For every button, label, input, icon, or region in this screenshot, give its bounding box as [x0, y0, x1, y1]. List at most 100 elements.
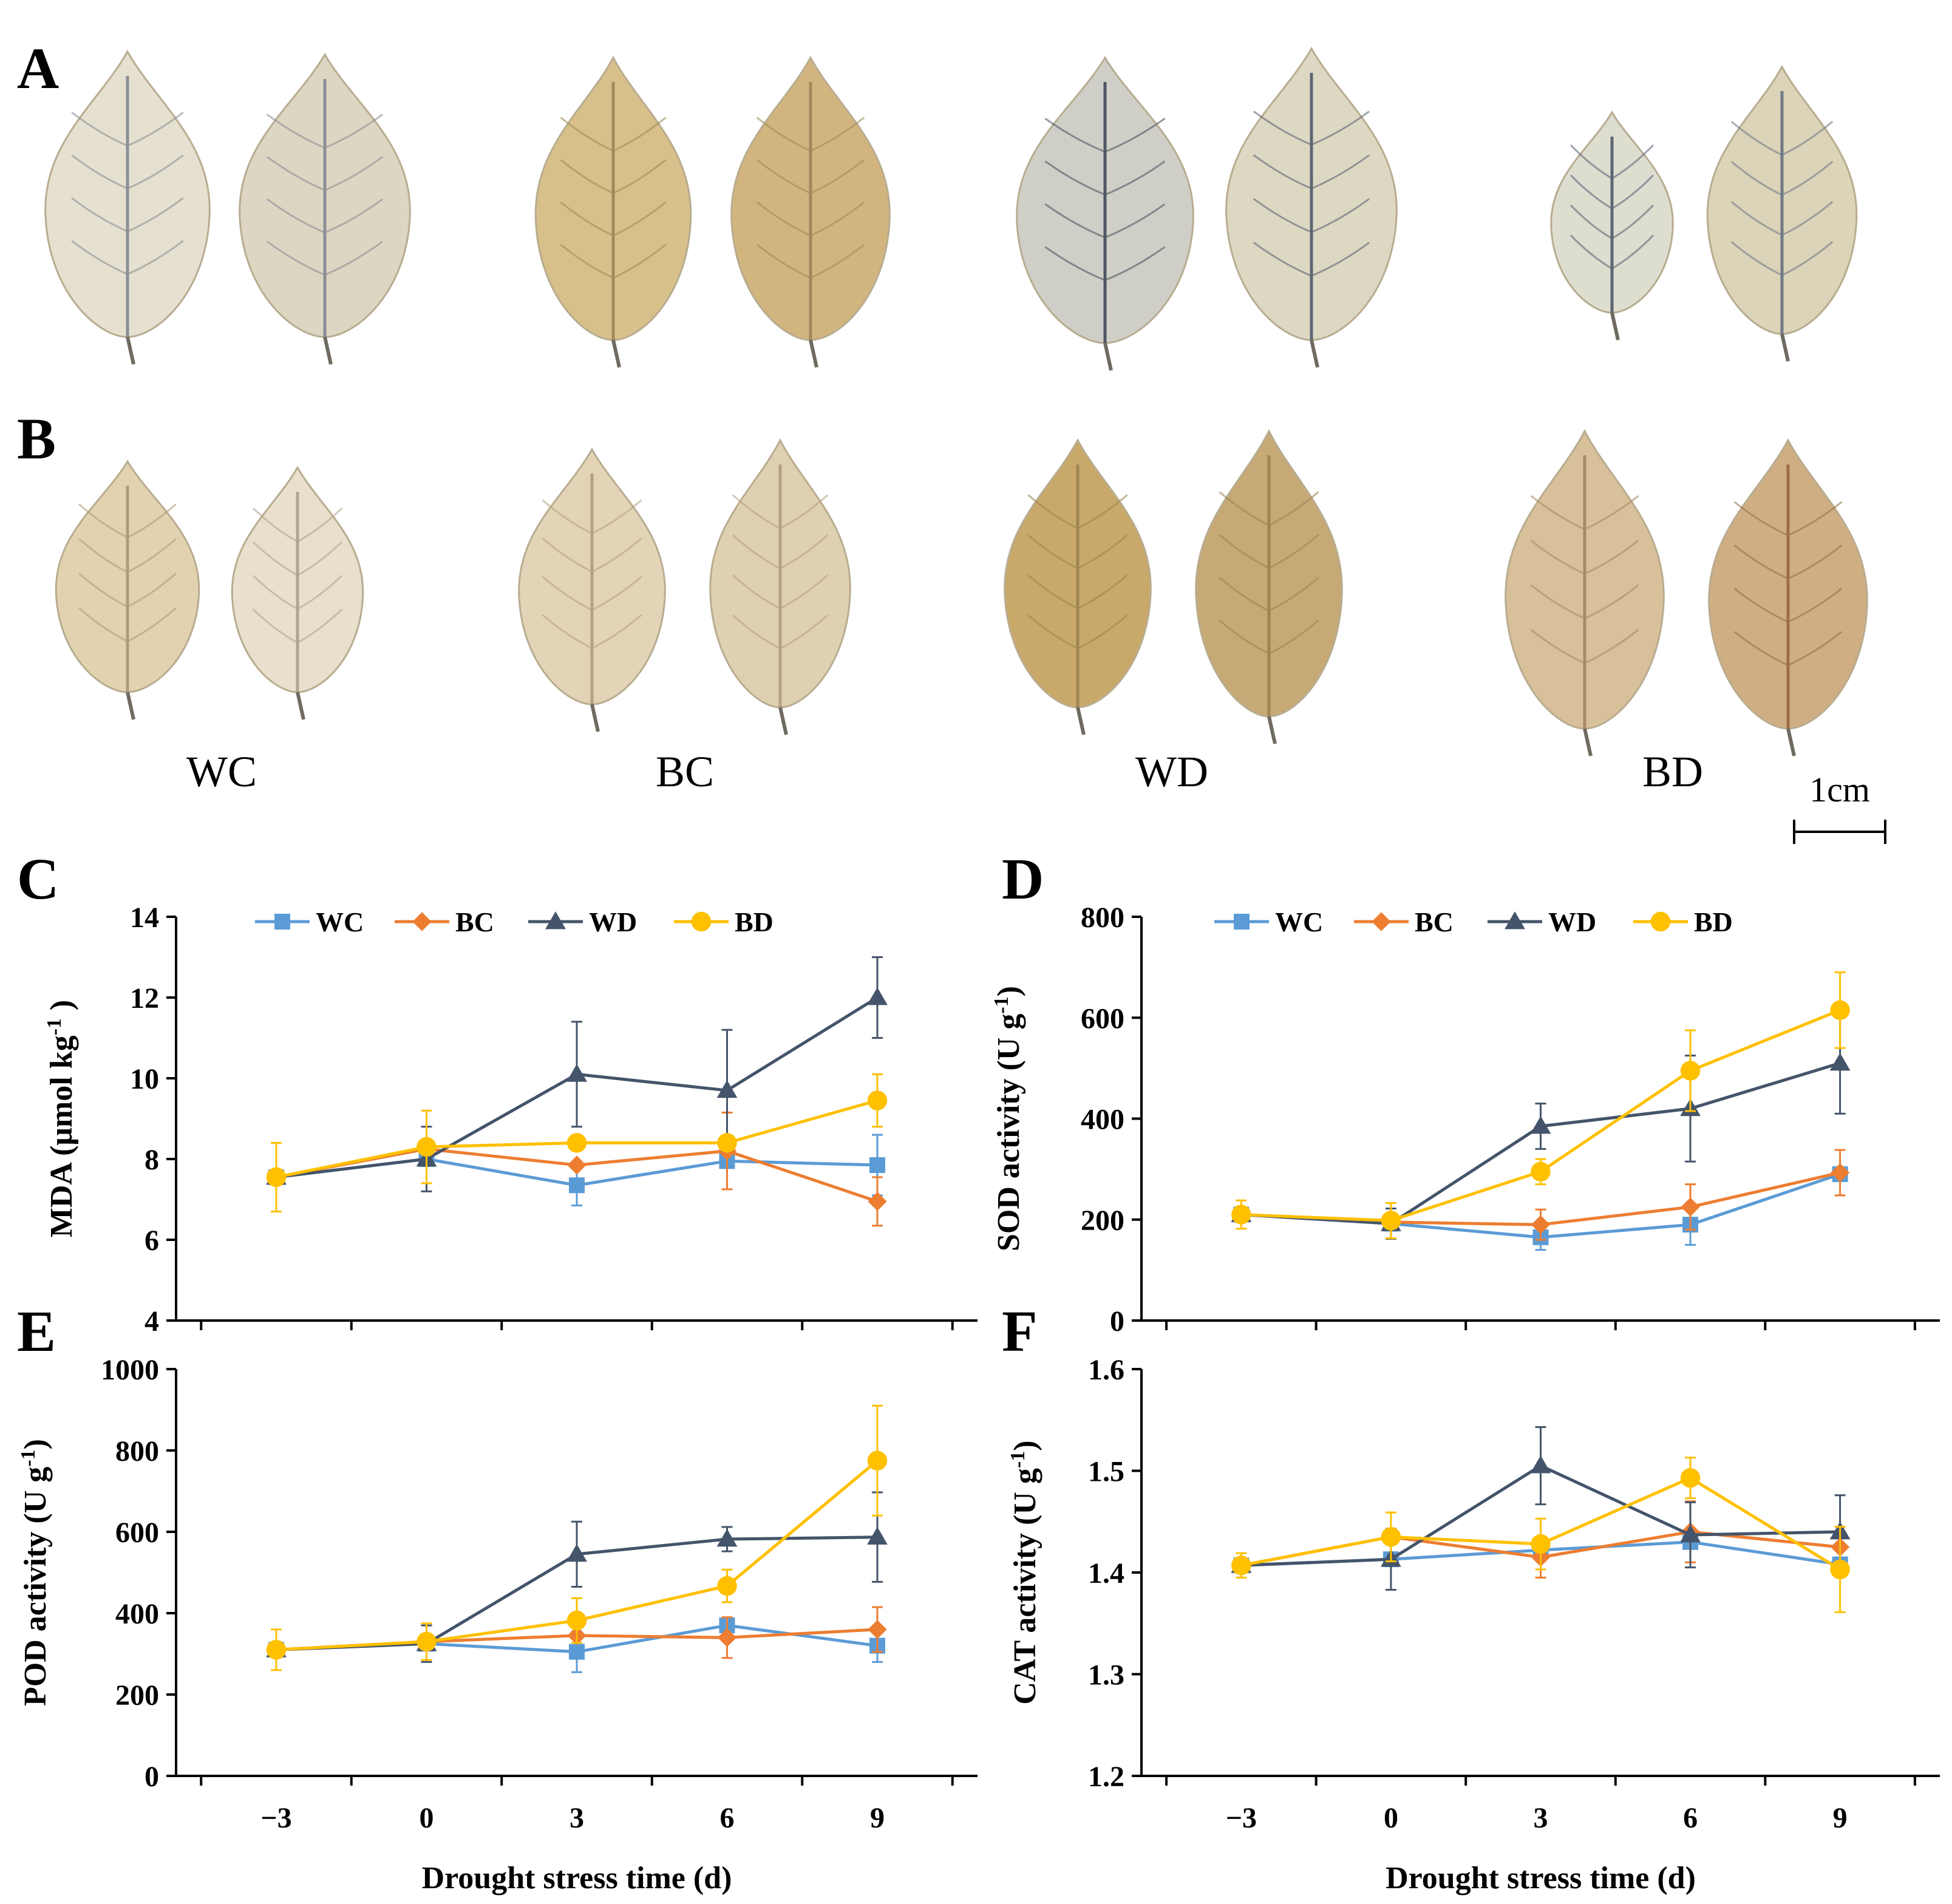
- chart-d-legend-label-wc: WC: [1275, 906, 1323, 937]
- leaf-b-wd-2: [1195, 429, 1343, 744]
- leaf-b-wd-1-vein-right-3: [1077, 574, 1128, 610]
- leaf-a-wd-1-vein-right-4: [1104, 246, 1166, 281]
- chart-f-series-bd: [1231, 1457, 1850, 1613]
- leaf-b-bc-1-vein-left-1: [542, 499, 593, 534]
- chart-c-legend-item-wd: WD: [528, 906, 637, 937]
- chart-c-point-wc-4: [869, 1157, 885, 1173]
- chart-f-y-tick-label-3: 1.5: [1088, 1456, 1124, 1488]
- panel-letter-b: B: [17, 406, 56, 471]
- leaf-a-bc-1-vein-left-2: [560, 159, 614, 194]
- chart-d-y-axis-title: SOD activity (U g-1): [990, 986, 1027, 1251]
- scale-bar: 1cm: [1793, 770, 1886, 844]
- leaf-b-wd-1-vein-left-2: [1027, 534, 1078, 570]
- chart-f-y-tick-label-2: 1.4: [1088, 1557, 1124, 1589]
- leaf-a-wc-2-vein-right-2: [324, 155, 384, 191]
- chart-cat: 1.2 1.3 1.4 1.5 1.6 −3 0 3 6 9 Drought stress time…: [1007, 1354, 1940, 1895]
- chart-e-x-tick-label-0: −3: [260, 1802, 291, 1834]
- chart-e-point-bd-4: [867, 1450, 888, 1470]
- leaf-b-wc-1-petiole: [126, 692, 135, 720]
- chart-f-point-bd-3: [1680, 1467, 1701, 1488]
- leaf-a-bc-2-petiole: [809, 339, 818, 368]
- leaf-a-wc-2-vein-right-3: [324, 198, 384, 234]
- leaf-b-wc-1-vein-right-4: [127, 607, 177, 642]
- leaf-b-bc-1-vein-left-2: [542, 537, 593, 573]
- chart-d-y-tick-label-0: 0: [1110, 1305, 1124, 1338]
- chart-c-legend-marker-bc: [412, 912, 432, 931]
- chart-c-legend-item-bc: BC: [395, 906, 494, 937]
- leaf-b-wd-1-petiole: [1076, 707, 1086, 735]
- chart-e-y-tick-label-0: 0: [145, 1761, 159, 1793]
- leaf-b-bd-1-vein-right-2: [1584, 540, 1639, 575]
- chart-e-point-wc-2: [569, 1644, 585, 1660]
- chart-d-point-bd-2: [1531, 1161, 1551, 1182]
- leaf-a-bd-2-vein-left-2: [1730, 161, 1783, 196]
- chart-f-y-tick-label-0: 1.2: [1088, 1761, 1124, 1793]
- chart-d-point-bc-4: [1831, 1163, 1850, 1183]
- leaf-b-wd-2-vein-left-1: [1219, 491, 1270, 526]
- leaf-b-wc-1-vein-right-2: [127, 538, 177, 573]
- leaf-a-bc-2-vein-left-2: [756, 159, 811, 194]
- leaf-b-bc-1-vein-right-3: [591, 576, 642, 611]
- chart-sod: 0 200 400 600 800 SOD activity (U g-1) WC BC WD B…: [990, 902, 1940, 1338]
- chart-e-x-axis-title: Drought stress time (d): [422, 1861, 732, 1895]
- leaf-a-bc-1-vein-left-3: [560, 201, 614, 237]
- leaf-a-bc-2-vein-right-2: [810, 159, 865, 194]
- chart-f-x-tick-label-4: 9: [1833, 1802, 1848, 1834]
- leaf-b-wc-1-vein-left-4: [78, 607, 128, 642]
- leaf-b-wd-2-vein-right-4: [1268, 619, 1319, 654]
- leaf-a-bd-1-vein-right-3: [1611, 204, 1654, 240]
- chart-e-point-bc-4: [868, 1620, 887, 1639]
- leaf-b-wd-2-vein-right-2: [1268, 534, 1319, 569]
- leaf-b-bd-1-vein-left-4: [1530, 629, 1585, 664]
- leaf-a-bd-2: [1706, 64, 1858, 362]
- leaf-b-bd-2-vein-left-2: [1733, 544, 1789, 580]
- chart-f-y-tick-label-4: 1.6: [1088, 1354, 1124, 1386]
- chart-c-point-bd-4: [867, 1090, 888, 1110]
- chart-e-point-bd-0: [266, 1640, 287, 1660]
- chart-f-x-tick-label-3: 6: [1683, 1802, 1698, 1834]
- chart-c-legend-label-bc: BC: [455, 906, 494, 937]
- chart-d-point-bc-2: [1531, 1215, 1551, 1234]
- leaf-b-bd-1-vein-right-3: [1584, 584, 1639, 620]
- leaf-b-bd-1-vein-right-4: [1584, 629, 1639, 664]
- leaf-a-bd-1-vein-left-1: [1569, 144, 1613, 180]
- chart-e-y-axis-title: POD activity (U g-1): [17, 1439, 53, 1706]
- leaf-a-wc-2-vein-left-2: [266, 155, 325, 191]
- chart-d-legend-marker-bc: [1372, 912, 1391, 931]
- leaf-b-wd-1-vein-right-1: [1077, 494, 1128, 529]
- group-label-wd: WD: [1135, 747, 1208, 796]
- leaf-b-wd-2-petiole: [1267, 716, 1277, 744]
- chart-d-legend-marker-wc: [1234, 914, 1250, 930]
- chart-c-point-wc-2: [569, 1177, 585, 1194]
- chart-c-point-bd-2: [566, 1133, 587, 1153]
- leaf-b-bc-1-vein-left-3: [542, 576, 593, 611]
- leaf-a-wd-1-vein-left-2: [1044, 160, 1106, 195]
- leaf-a-wd-2-vein-right-3: [1311, 198, 1370, 233]
- leaf-b-bc-1-petiole: [590, 704, 600, 732]
- leaf-a-bc-2-vein-left-4: [756, 243, 811, 279]
- leaf-a-bc-1-petiole: [611, 339, 621, 368]
- chart-d-legend-marker-bd: [1650, 911, 1671, 932]
- chart-c-y-tick-label-2: 8: [145, 1144, 159, 1176]
- leaf-b-bc-1-vein-left-4: [542, 614, 593, 649]
- leaf-b-bc-2-vein-left-3: [732, 574, 781, 610]
- leaf-a-wd-2-vein-left-2: [1253, 154, 1312, 189]
- leaf-b-bc-2: [709, 438, 851, 735]
- leaf-b-wd-2-vein-left-4: [1219, 619, 1270, 654]
- chart-d-legend-item-wd: WD: [1488, 906, 1596, 937]
- chart-d-legend: WC BC WD BD: [1214, 906, 1733, 937]
- chart-d-point-bd-3: [1680, 1061, 1701, 1081]
- leaf-a-wd-1-petiole: [1103, 342, 1113, 371]
- leaf-b-wd-1-vein-right-4: [1077, 614, 1128, 650]
- chart-d-legend-label-wd: WD: [1548, 906, 1596, 937]
- leaf-b-wd-2-vein-right-3: [1268, 576, 1319, 612]
- leaf-a-bd-1: [1550, 110, 1674, 341]
- chart-c-y-tick-label-0: 4: [145, 1305, 159, 1338]
- leaf-b-wc-2-vein-left-1: [252, 508, 298, 543]
- chart-f-point-bd-0: [1231, 1555, 1251, 1576]
- chart-e-y-tick-label-1: 200: [115, 1679, 159, 1712]
- leaf-a-wd-1: [1016, 56, 1194, 371]
- chart-c-legend-marker-wc: [274, 914, 290, 930]
- chart-c-legend: WC BC WD BD: [255, 906, 774, 937]
- leaf-a-wc-2-petiole: [323, 336, 333, 365]
